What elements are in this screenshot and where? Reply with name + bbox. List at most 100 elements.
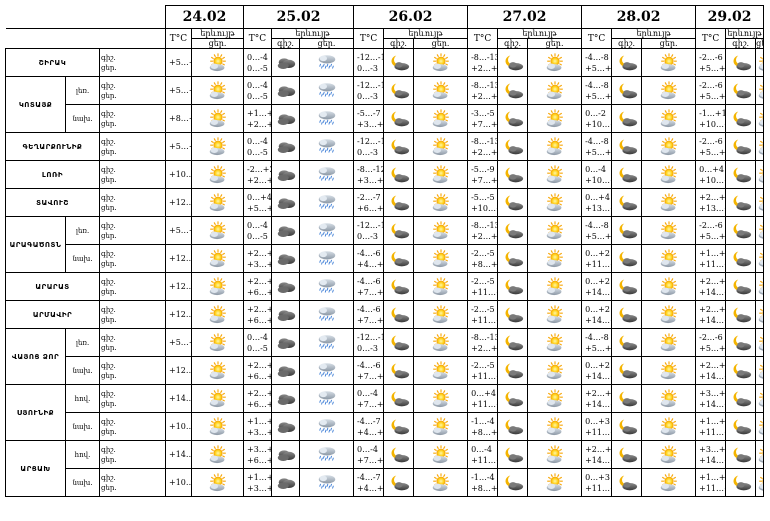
weather-header: երևույթ [497,28,583,39]
temp-cell: -5…-7+3…+5 [353,104,385,133]
weather-icon-cell [725,412,757,441]
weather-icon-cell [611,412,643,441]
temp-cell: +1…+4+11…+14 [695,412,727,441]
rain-cloud-icon [318,278,335,293]
temp-value: +7…+9 [471,119,498,129]
sun-icon [758,84,763,99]
temp-value: -4…-8 [585,80,609,90]
moon-cloud-icon [619,55,637,70]
temp-value: -2…-5 [471,248,495,258]
temp-value: -12…-17 [357,80,383,90]
weather-icon-cell [191,216,244,245]
temp-value: +5…+8 [585,63,612,73]
temp-cell: 0…-4 0…-5 [243,328,272,357]
weather-icon-cell [755,244,764,273]
temp-value: +5…+8 [699,231,726,241]
cloud-icon [277,365,295,377]
table-row: ԳԵՂԱՐՔՈՒՆԻՔգիշ.ցեր.+5…+90…-40…-5-12…-170… [5,132,764,161]
temp-value: +14…+18 [169,450,191,459]
weather-icon-cell [191,300,244,329]
night-label: գիշ. [101,137,116,146]
sun-icon [660,416,677,435]
table-row: նախ.գիշ.ցեր.+12…+16+2…+4+6…+9-4…-6+7…+10… [6,356,764,385]
temp-value: 0…-5 [247,63,268,73]
moon-cloud-icon [505,475,523,490]
subregion-cell: նախ. [65,244,100,273]
day-label: ցեր. [101,371,117,380]
weather-icon-cell [413,384,469,413]
temp-cell: -4…-6+7…+10 [353,356,385,385]
temp-cell: 0…-4 0…-5 [243,132,272,161]
temp-value: 0…-4 [357,444,378,454]
day-header: ցեր. [641,38,697,49]
sun-icon [758,196,763,211]
weather-icon-cell [527,356,583,385]
temp-cell: 0…-4 0…-5 [243,76,272,105]
sun-icon [546,304,563,323]
weather-icon-cell [755,76,764,105]
table-row: ՏԱՎՈՒՇգիշ.ցեր.+12…+170…+4+5…+10-2…-7+6…+… [5,188,764,217]
weather-icon-cell [413,356,469,385]
day-label: ցեր. [101,343,117,352]
weather-icon-cell [298,244,355,273]
temp-value: +5…+9 [169,338,191,347]
temp-cell: -12…-170…-3 [353,76,385,105]
temp-value: +2…+5 [247,175,271,185]
weather-icon-cell [755,468,764,497]
weather-icon-cell [191,76,244,105]
date-26-02: 26.02 [353,5,469,29]
moon-cloud-icon [733,391,751,406]
cloud-icon [277,477,295,489]
weather-icon-cell [298,440,355,469]
temp-cell: -8…-13+2…+5 [467,328,499,357]
weather-icon-cell [755,160,764,189]
temp-cell: 0…-4+11…+15 [467,440,499,469]
table-row: ՍՅՈՒՆԻՔհով.գիշ.ցեր.+14…+18+2…+7+6…+100…-… [5,384,764,441]
temp-value: +11…+14 [471,371,497,381]
day-label: ցեր. [101,259,117,268]
temp-cell: -1…-4+8…+11 [467,412,499,441]
temp-value: -12…-17 [357,136,383,146]
weather-header: երևույթ [611,28,697,39]
temp-cell: +12…+16 [165,300,192,329]
temp-value: -12…-17 [357,220,383,230]
temp-value: +12…+16 [169,366,191,375]
temp-value: +8…+10 [471,259,498,269]
sun-icon [546,108,563,127]
weather-icon-cell [383,188,415,217]
weather-icon-cell [755,384,764,413]
temp-cell: +5…+9 [165,132,192,161]
weather-icon-cell [527,216,583,245]
temp-cell: +2…+5+3…+5 [243,244,272,273]
night-header: գիշ. [725,38,757,49]
weather-icon-cell [191,188,244,217]
temp-value: +8…+11 [471,483,498,493]
temp-cell: 0…-4 0…-5 [243,216,272,245]
temp-value: +10…+12 [585,119,611,129]
subregion-cell: նախ. [65,468,100,497]
moon-cloud-icon [391,167,409,182]
temp-value: +2…+5 [471,91,498,101]
region-cell: ԱՐԱՐԱՏ [5,272,100,301]
temp-value: -1…-4 [471,472,495,482]
sun-icon [660,108,677,127]
table-row: ՇԻՐԱԿգիշ.ցեր.+5…+90…-40…-5-12…-170…-3-8…… [5,48,764,77]
temp-header: T°C [581,28,613,49]
sun-icon [660,136,677,155]
weather-icon-cell [611,132,643,161]
temp-value: +8…+11 [471,427,498,437]
temp-cell: +1…+4+11…+14 [695,468,727,497]
temp-value: +6…+9 [247,371,271,381]
sun-icon [758,140,763,155]
moon-cloud-icon [733,419,751,434]
weather-icon-cell [383,412,415,441]
night-label: գիշ. [101,53,116,62]
weather-icon-cell [641,160,697,189]
rain-cloud-icon [318,110,335,125]
tod-cell: գիշ. ցեր. [99,440,166,469]
temp-value: +10…+13 [699,175,725,185]
weather-icon-cell [527,132,583,161]
temp-cell: -5…-5+10…+15 [467,188,499,217]
date-27-02: 27.02 [467,5,583,29]
weather-icon-cell [755,300,764,329]
